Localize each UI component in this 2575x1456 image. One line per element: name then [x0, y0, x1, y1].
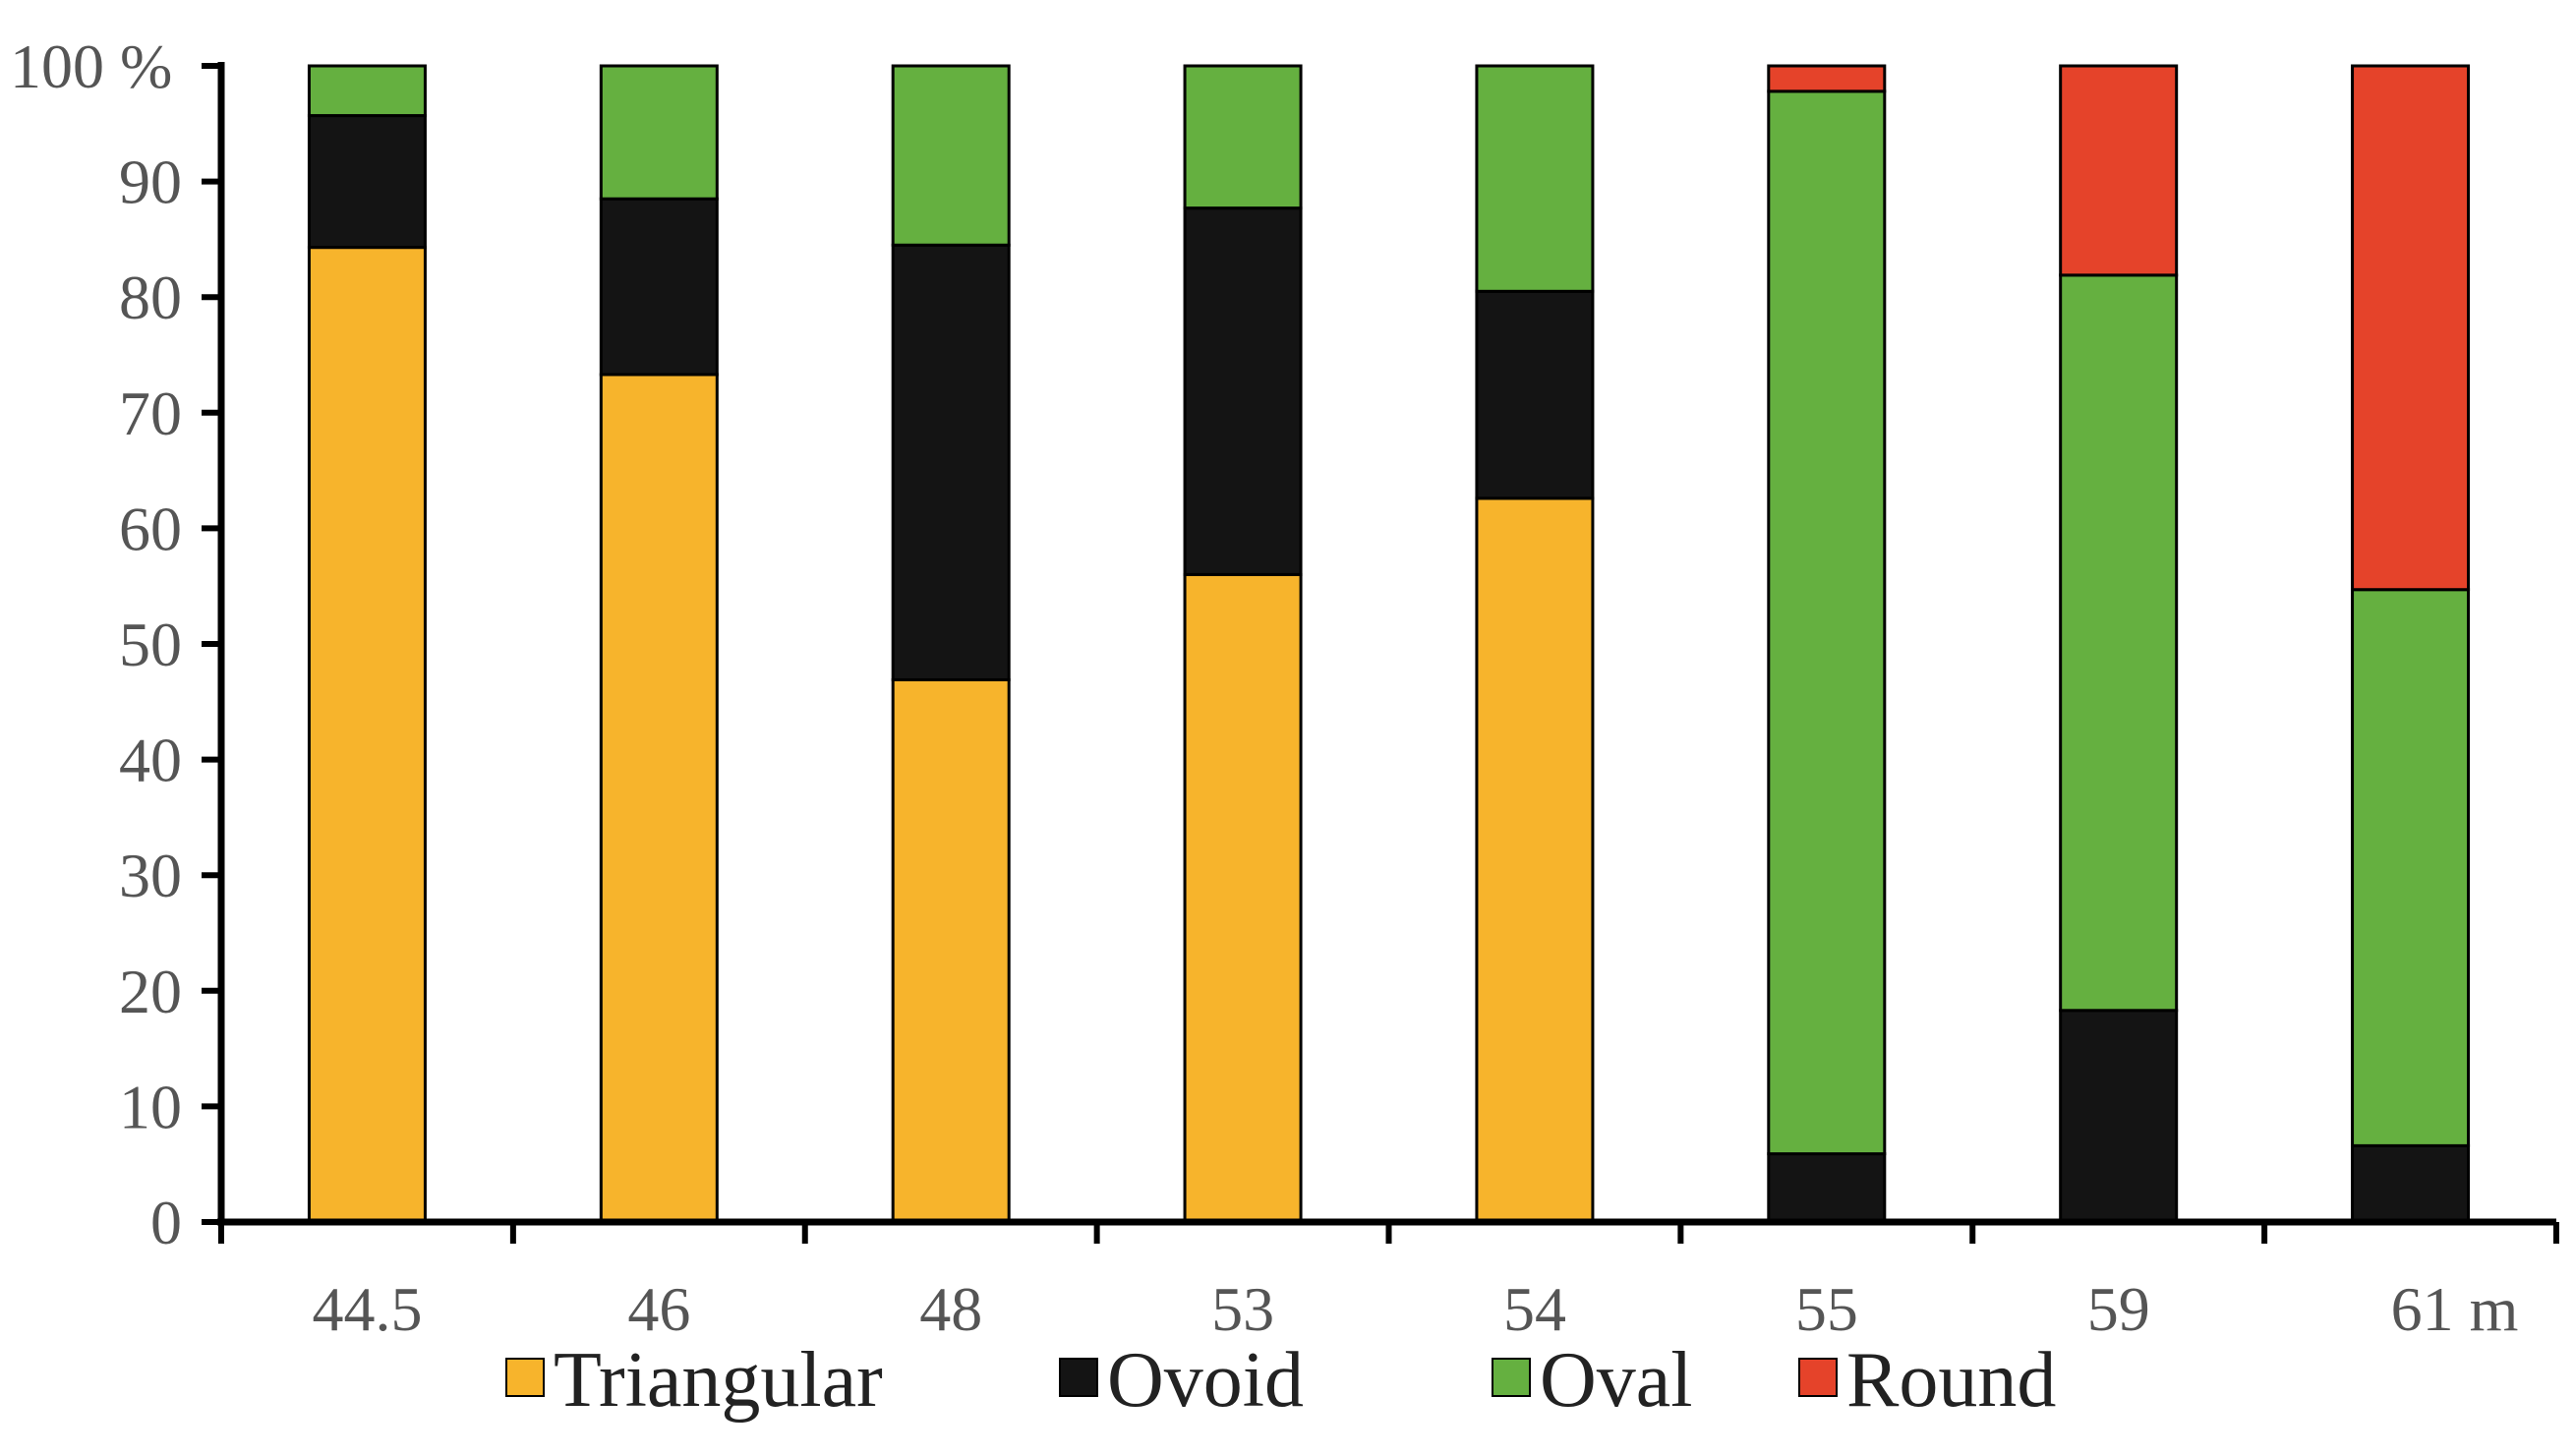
x-tick-label-4: 53 [1211, 1274, 1274, 1344]
bar-round-8 [2351, 64, 2471, 592]
bar-oval-8 [2351, 588, 2471, 1147]
bar-round-6 [1767, 64, 1887, 93]
bar-ovoid-6 [1767, 1152, 1887, 1224]
bar-triangular-1 [307, 246, 427, 1224]
y-tick-label-4: 40 [119, 726, 182, 795]
bar-oval-4 [1183, 64, 1303, 210]
bar-ovoid-4 [1183, 206, 1303, 576]
x-tick-label-7: 59 [2087, 1274, 2150, 1344]
x-tick-label-1: 44.5 [312, 1274, 422, 1344]
y-tick-label-7: 70 [119, 379, 182, 448]
y-tick-label-9: 90 [119, 147, 182, 217]
x-tick-label-6: 55 [1795, 1274, 1858, 1344]
legend-item-oval: Oval [1492, 1337, 1693, 1424]
bar-oval-3 [891, 64, 1011, 247]
bar-oval-5 [1475, 64, 1595, 293]
legend-swatch-oval [1492, 1358, 1531, 1397]
y-tick-label-0: 0 [150, 1188, 182, 1257]
y-tick-label-1: 10 [119, 1072, 182, 1141]
legend: Triangular Ovoid Oval Round [505, 1337, 2056, 1424]
bar-ovoid-1 [307, 114, 427, 250]
bars-group [307, 64, 2471, 1224]
x-tick-label-3: 48 [919, 1274, 982, 1344]
y-tick-label-6: 60 [119, 494, 182, 563]
bar-round-7 [2059, 64, 2179, 277]
legend-label-ovoid: Ovoid [1107, 1337, 1304, 1424]
legend-label-triangular: Triangular [554, 1337, 883, 1424]
x-tick-label-8: 61 m [2391, 1274, 2519, 1344]
y-tick-label-10: 100 % [10, 31, 172, 101]
x-tick-label-5: 54 [1503, 1274, 1566, 1344]
legend-item-round: Round [1798, 1337, 2056, 1424]
bar-triangular-3 [891, 677, 1011, 1224]
bar-oval-6 [1767, 89, 1887, 1156]
bar-triangular-2 [599, 373, 719, 1224]
legend-swatch-triangular [505, 1358, 545, 1397]
y-tick-label-2: 20 [119, 957, 182, 1026]
bar-ovoid-2 [599, 197, 719, 377]
y-tick-label-3: 30 [119, 841, 182, 910]
legend-label-round: Round [1846, 1337, 2056, 1424]
bar-triangular-4 [1183, 572, 1303, 1224]
legend-swatch-ovoid [1059, 1358, 1098, 1397]
axes-group: 0 10 20 30 40 50 60 70 80 90 100 % 44.5 46 48 53 54 55 59… [10, 31, 2559, 1344]
bar-ovoid-8 [2351, 1143, 2471, 1224]
bar-triangular-5 [1475, 496, 1595, 1224]
bar-oval-1 [307, 64, 427, 118]
y-tick-label-5: 50 [119, 610, 182, 679]
bar-ovoid-3 [891, 243, 1011, 681]
bar-ovoid-7 [2059, 1009, 2179, 1224]
legend-item-triangular: Triangular [505, 1337, 883, 1424]
x-tick-label-2: 46 [627, 1274, 690, 1344]
legend-swatch-round [1798, 1358, 1838, 1397]
bar-oval-2 [599, 64, 719, 201]
y-tick-label-8: 80 [119, 262, 182, 332]
legend-label-oval: Oval [1540, 1337, 1693, 1424]
bar-ovoid-5 [1475, 289, 1595, 500]
legend-item-ovoid: Ovoid [1059, 1337, 1304, 1424]
bar-oval-7 [2059, 273, 2179, 1013]
